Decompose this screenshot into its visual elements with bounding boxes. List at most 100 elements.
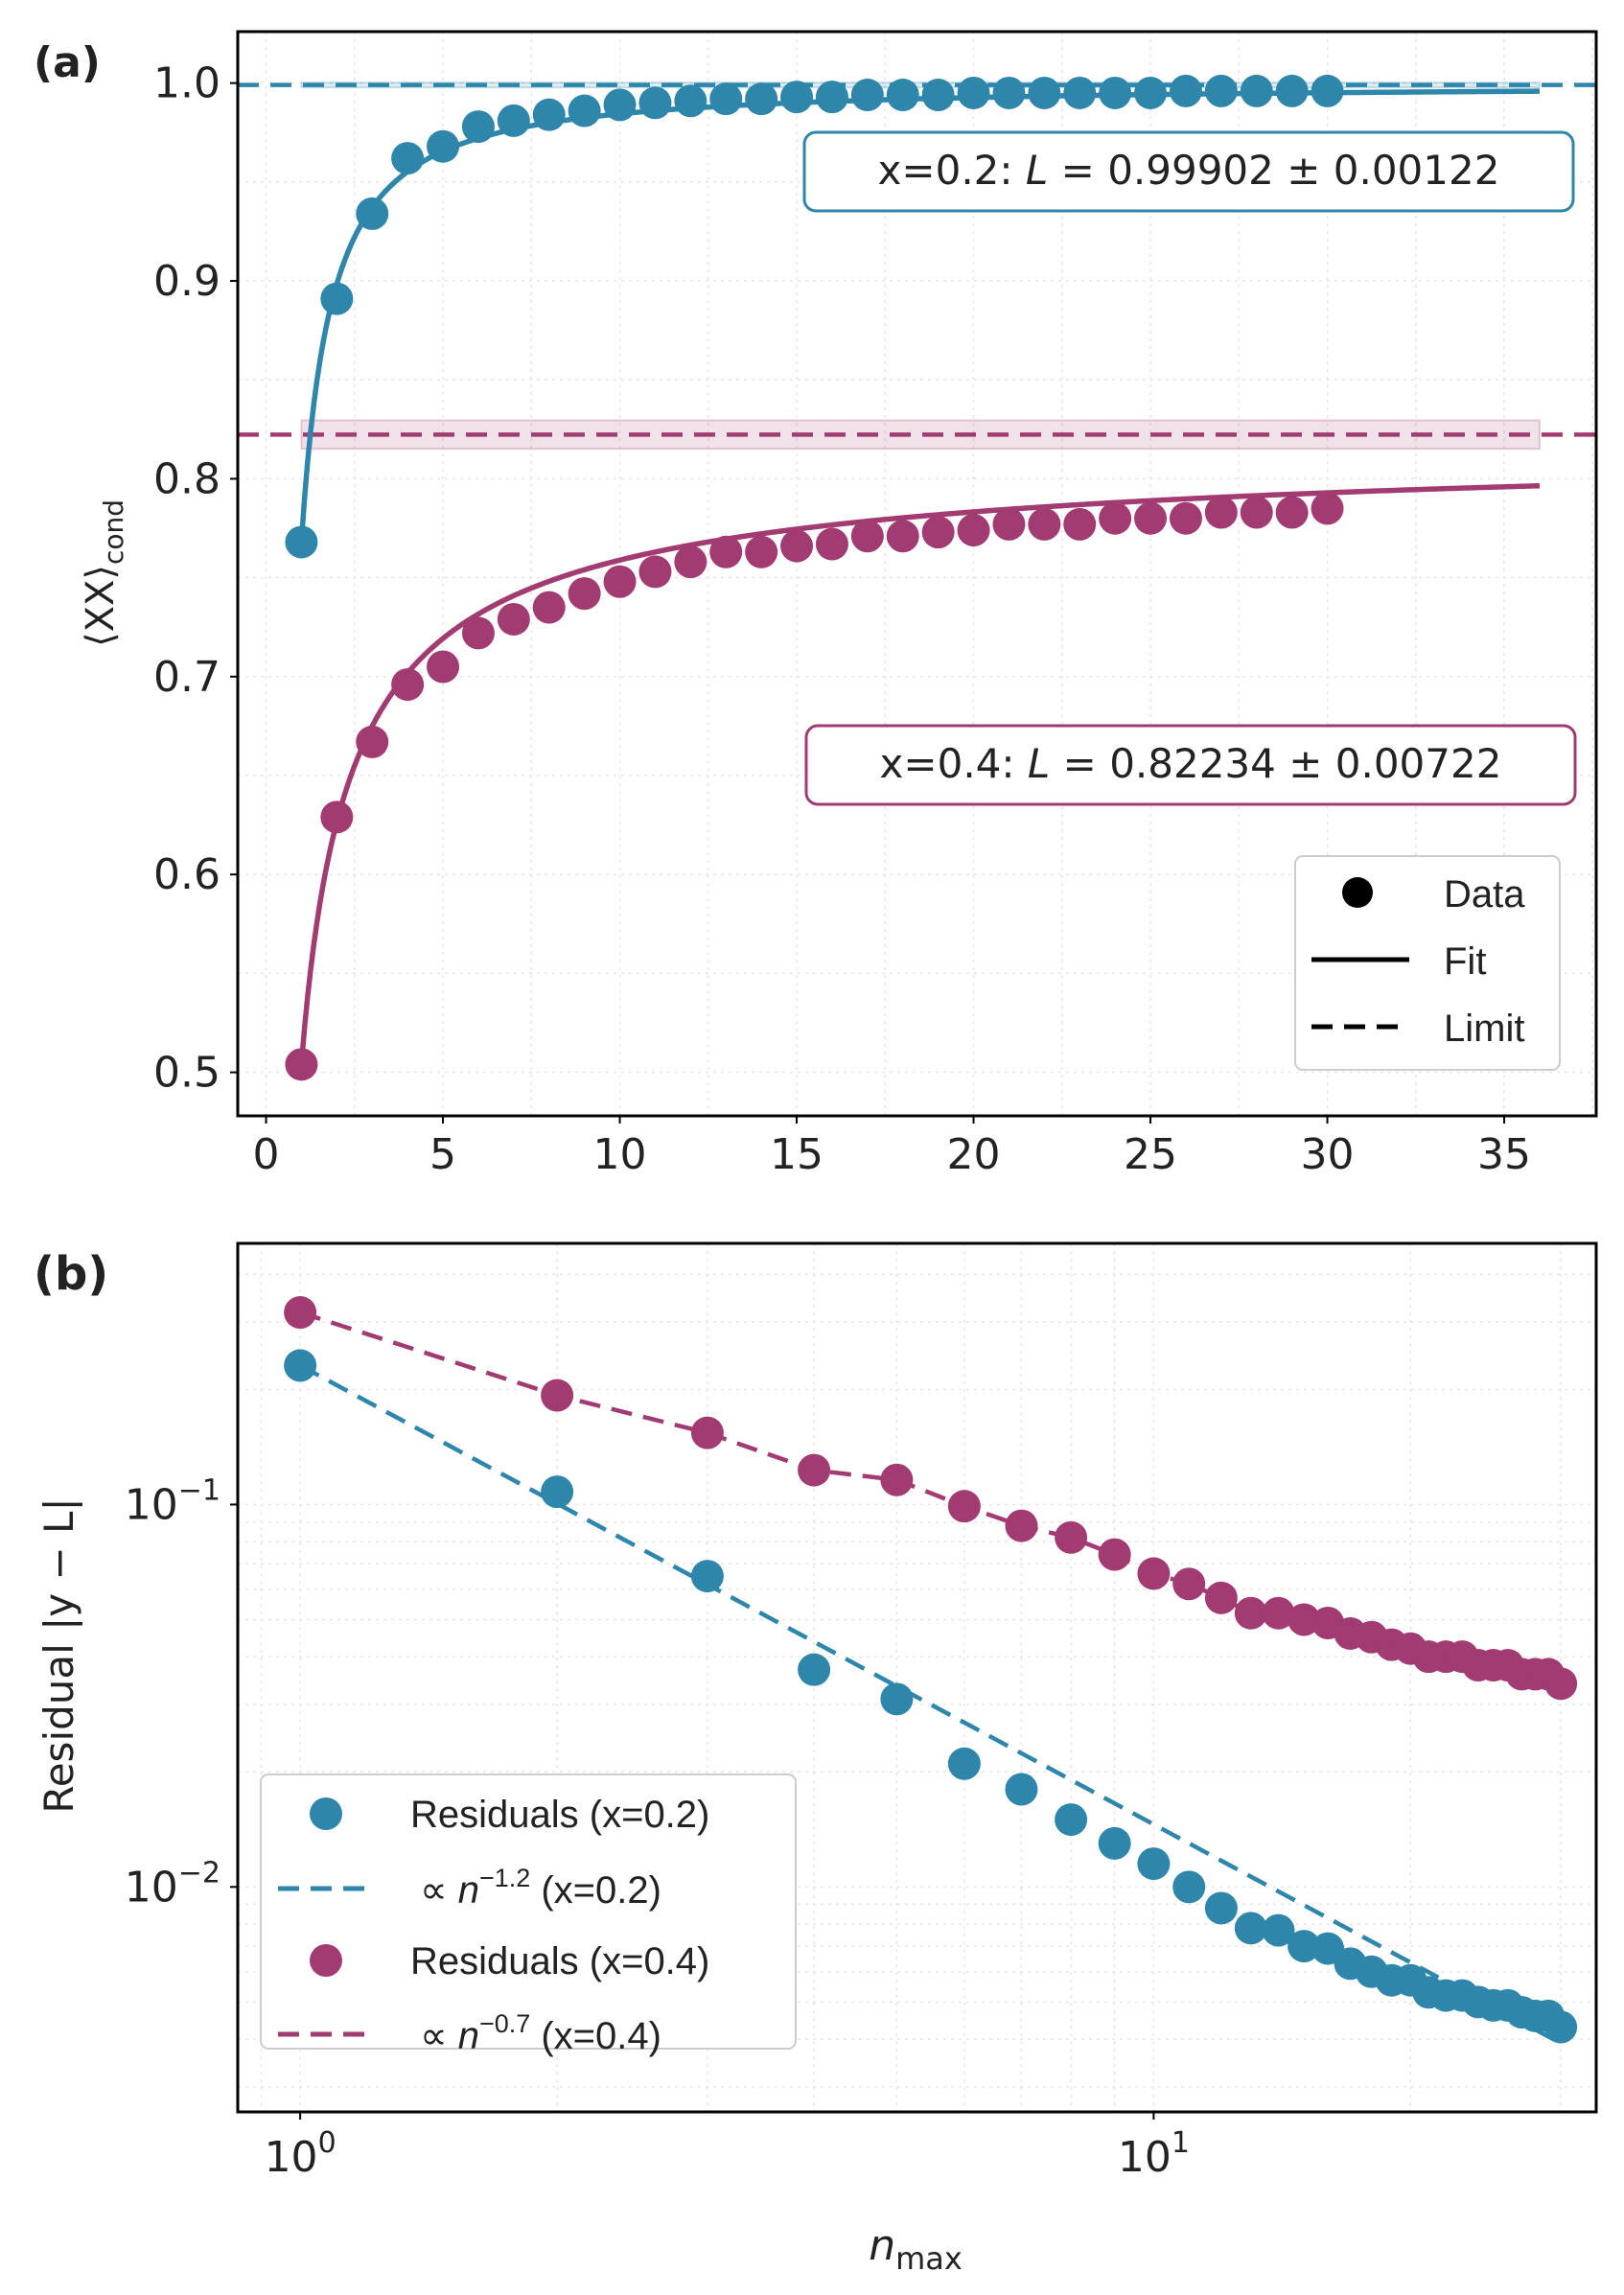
residual-point-Residualsx02 [1172,1870,1206,1904]
residual-point-Residualsx02 [798,1653,831,1686]
data-point-x02 [780,81,814,114]
residual-point-Residualsx04 [1098,1538,1131,1571]
residual-point-Residualsx02 [1262,1913,1295,1947]
residual-point-Residualsx04 [1172,1567,1206,1601]
legend-data-marker [1342,877,1373,908]
svg-text:x=0.4: L = 0.82234 ± 0.00722: x=0.4: L = 0.82234 ± 0.00722 [880,740,1502,787]
data-point-x02 [1063,76,1097,109]
x-tick-label: 5 [429,1130,456,1179]
data-point-x04 [1240,496,1273,529]
plot-frame-b [236,1241,1598,2114]
residual-point-Residualsx04 [1234,1596,1267,1630]
y-tick-label: 1.0 [153,59,220,108]
residual-points-b [284,1296,1578,2044]
data-point-x04 [1099,501,1132,535]
residual-point-Residualsx04 [1288,1603,1321,1636]
data-point-x04 [886,520,919,553]
data-point-x02 [1099,76,1132,109]
residual-point-Residualsx02 [1234,1912,1267,1945]
residual-point-Residualsx04 [880,1463,914,1496]
data-point-x02 [356,197,389,230]
data-point-x04 [285,1048,318,1081]
y-tick-label: 0.8 [153,454,220,503]
x-ticks-b: 100 101 [265,2112,1190,2182]
svg-text:x=0.2: L = 0.99902 ± 0.00122: x=0.2: L = 0.99902 ± 0.00122 [878,147,1500,194]
data-point-x02 [497,104,530,137]
data-point-x04 [1275,496,1309,529]
data-point-x02 [1240,74,1273,107]
residual-point-Residualsx02 [1055,1803,1088,1837]
data-point-x02 [1134,76,1168,109]
y-tick-label: 0.9 [153,257,220,306]
x-tick-label: 25 [1124,1130,1177,1179]
y-ticks-a: 0.5 0.6 0.7 0.8 0.9 1.0 [153,59,238,1098]
x-tick-label: 101 [1118,2126,1190,2182]
x-tick-label: 100 [265,2126,336,2182]
legend-b-label-fit-x02: ∝ n−1.2 (x=0.2) [420,1864,661,1912]
data-point-x02 [921,79,955,112]
panel-a: 0 5 10 15 20 25 30 35 0.5 0.6 0.7 0.8 0.9 1.0 (a) ⟨X… [34,30,1598,1179]
plot-frame-a [236,30,1598,1118]
data-point-x02 [1275,74,1309,107]
data-point-x02 [568,94,601,128]
y-tick-label: 0.5 [153,1049,220,1098]
x-tick-label: 20 [947,1130,1001,1179]
residual-point-Residualsx04 [798,1453,831,1487]
data-point-x04 [850,520,884,553]
y-axis-label-b: Residual |y − L| [35,1497,82,1813]
data-point-x02 [1311,74,1344,107]
power-law-line-x02 [299,1363,1563,2046]
residual-point-Residualsx02 [1204,1891,1238,1925]
data-point-x04 [1134,501,1168,535]
limit-band-x02 [300,81,1541,89]
residual-point-Residualsx04 [1544,1667,1578,1701]
x-tick-label: 15 [770,1130,824,1179]
x-axis-label-b: nmax [869,2221,963,2277]
residual-point-Residualsx04 [1005,1509,1038,1542]
data-point-x02 [674,84,708,118]
residual-point-Residualsx04 [690,1416,724,1449]
legend-fit-label: Fit [1444,940,1486,983]
legend-b-label-fit-x04: ∝ n−0.7 (x=0.4) [420,2009,661,2057]
data-point-x04 [568,577,601,611]
data-point-x02 [709,82,743,116]
panel-label-a: (a) [34,38,101,87]
y-axis-label-a: ⟨XX⟩cond [79,499,129,647]
residual-point-Residualsx02 [1544,2010,1578,2044]
data-point-x04 [745,535,778,568]
data-point-x02 [957,76,990,109]
data-point-x02 [992,76,1026,109]
data-point-x02 [532,98,566,131]
data-point-x02 [391,142,425,175]
x-tick-label: 30 [1301,1130,1355,1179]
legend-b-marker-x02 [310,1797,342,1830]
data-point-x02 [427,129,460,163]
data-point-x02 [1028,76,1061,109]
data-point-x04 [1028,507,1061,541]
fit-curve-x04 [298,483,1541,1064]
data-point-x04 [709,535,743,568]
residual-point-Residualsx02 [947,1747,981,1780]
legend-b-marker-x04 [310,1944,342,1977]
data-point-x04 [532,591,566,624]
data-point-x02 [1169,74,1202,107]
panel-b: 100 101 10−2 10−1 (b) Residual |y − L| nma… [34,1241,1598,2277]
data-point-x04 [1204,496,1238,529]
residual-point-Residualsx02 [541,1475,574,1509]
y-tick-label: 10−2 [125,1856,220,1912]
data-point-x04 [957,514,990,547]
data-point-x02 [815,81,848,114]
residual-point-Residualsx04 [1055,1520,1088,1554]
data-point-x04 [356,725,389,758]
y-tick-label: 0.6 [153,850,220,899]
residual-point-Residualsx04 [541,1379,574,1412]
residual-point-Residualsx04 [1262,1596,1295,1630]
x-tick-label: 10 [593,1130,647,1179]
data-point-x04 [780,529,814,563]
y-tick-label: 10−1 [125,1473,220,1529]
residual-point-Residualsx04 [947,1490,981,1523]
annotation-x04: x=0.4: L = 0.82234 ± 0.00722 [804,724,1577,806]
data-point-x04 [1311,492,1344,525]
data-point-x02 [850,79,884,112]
